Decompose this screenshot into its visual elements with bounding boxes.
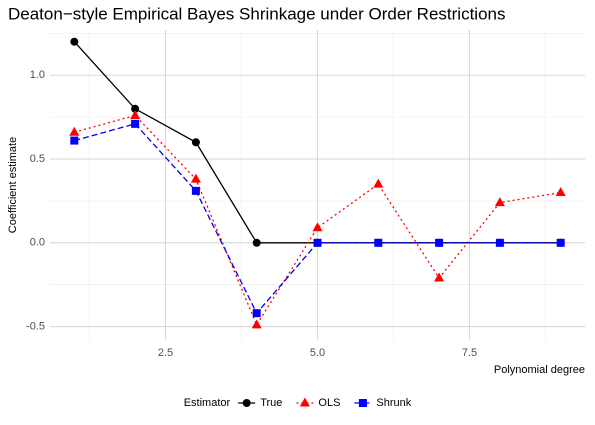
point (434, 272, 445, 282)
point (494, 197, 505, 207)
point (190, 173, 201, 183)
legend-label: Shrunk (376, 397, 411, 409)
chart-title: Deaton−style Empirical Bayes Shrinkage u… (8, 4, 505, 23)
point (555, 187, 566, 197)
point (191, 186, 200, 195)
legend: Estimator True OLS Shrunk (184, 397, 412, 409)
point (312, 222, 323, 232)
legend-title: Estimator (184, 397, 231, 409)
point (251, 319, 262, 329)
point (69, 126, 80, 136)
y-tick-label: -0.5 (26, 321, 45, 333)
point (191, 138, 200, 147)
point (252, 238, 261, 247)
legend-item: True (238, 397, 282, 409)
point (70, 136, 79, 145)
point (131, 119, 140, 128)
point (495, 238, 504, 247)
y-tick-label: 1.0 (30, 69, 45, 81)
point (556, 238, 565, 247)
y-tick-label: 0.0 (30, 237, 45, 249)
point (242, 399, 251, 407)
point (313, 238, 322, 247)
y-axis-label: Coefficient estimate (7, 137, 19, 233)
legend-label: OLS (318, 397, 340, 409)
point (252, 309, 261, 318)
point (435, 238, 444, 247)
x-tick-label: 5.0 (310, 347, 325, 359)
y-tick-label: 0.5 (30, 153, 45, 165)
point (130, 109, 141, 119)
point (131, 104, 140, 113)
legend-item: Shrunk (354, 397, 412, 409)
legend-label: True (260, 397, 282, 409)
point (358, 399, 367, 407)
point (374, 238, 383, 247)
legend-item: OLS (296, 397, 340, 409)
grid (50, 30, 585, 340)
x-axis-label: Polynomial degree (494, 364, 585, 376)
point (299, 397, 310, 407)
point (373, 178, 384, 188)
x-tick-label: 2.5 (158, 347, 173, 359)
x-tick-label: 7.5 (462, 347, 477, 359)
point (70, 37, 79, 46)
